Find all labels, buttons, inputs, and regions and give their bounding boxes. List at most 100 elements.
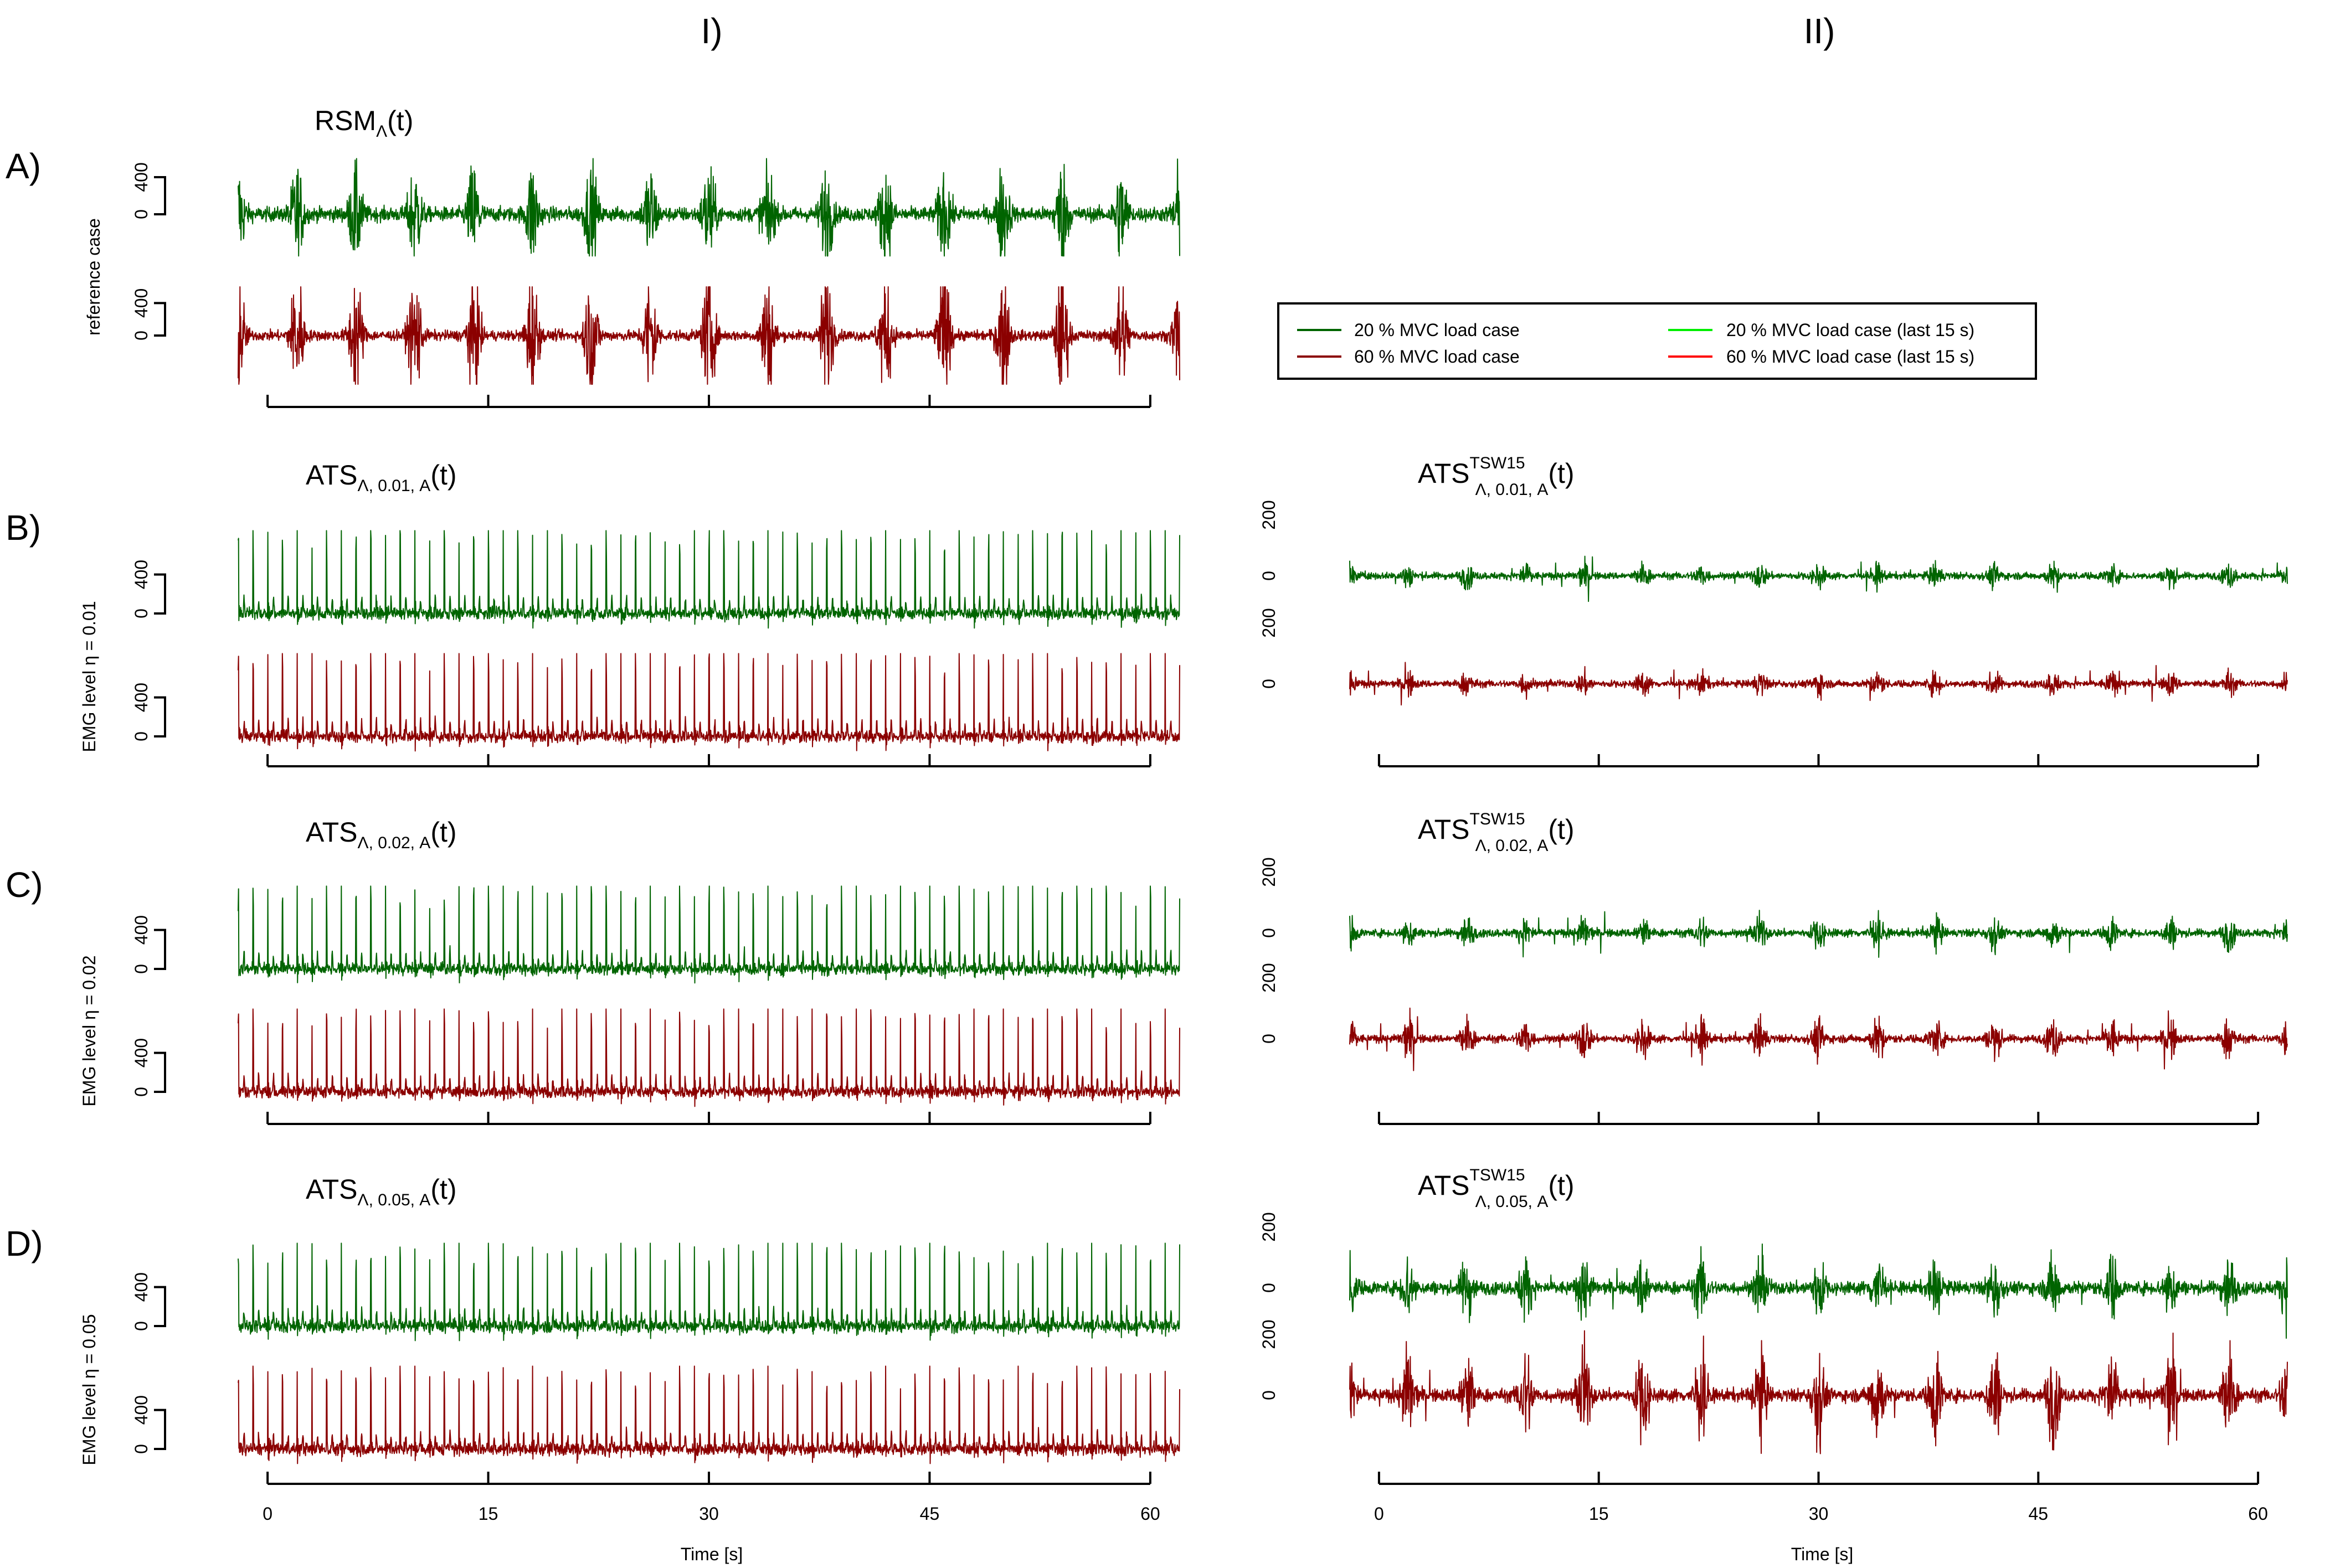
row-label-a: A) [6, 146, 41, 186]
y-tick-label: 400 [131, 1395, 151, 1425]
title-sup: TSW15 [1470, 1166, 1525, 1184]
panel-c-i: ATSΛ, 0.02, A(t) EMG level η = 0.02 0 400 0 4… [79, 817, 1180, 1125]
y-tick-label: 0 [1259, 571, 1279, 581]
panel-d-i: ATSΛ, 0.05, A(t) EMG level η = 0.05 0 15 30 4… [79, 1174, 1180, 1524]
series-line-60pct [1349, 662, 2288, 706]
series-line-20pct [238, 885, 1180, 984]
row-label-c: C) [6, 865, 43, 905]
y-axis-bracket [154, 1409, 166, 1450]
x-tick-label: 0 [1374, 1504, 1384, 1524]
title-main: ATS [306, 460, 358, 491]
x-tick-label: 30 [699, 1504, 719, 1524]
y-axis-label: EMG level η = 0.05 [79, 1314, 99, 1465]
title-sub: Λ, 0.01, A [358, 477, 431, 495]
x-tick-label: 45 [920, 1504, 940, 1524]
y-tick-label: 0 [131, 1087, 151, 1097]
title-tail: (t) [1548, 1170, 1574, 1201]
panel-a-i: RSMΛ(t) reference case 0 400 0 400 [84, 105, 1180, 408]
series-line-60pct [238, 286, 1180, 385]
series-line-20pct [1349, 1243, 2288, 1339]
panel-b-i: ATSΛ, 0.01, A(t) EMG level η = 0.01 0 400 0 4… [79, 460, 1180, 767]
y-axis-bracket [154, 1051, 166, 1093]
panel-b-ii: ATSTSW15 Λ, 0.01, A(t) 0 200 0 200 [1259, 454, 2288, 767]
y-tick-label: 0 [131, 1444, 151, 1454]
series-line-60pct [1349, 1007, 2288, 1071]
legend-label-2: 60 % MVC load case [1354, 347, 1520, 367]
y-tick-label: 400 [131, 683, 151, 712]
y-tick-label: 400 [131, 1038, 151, 1067]
series-line-60pct [238, 1008, 1180, 1107]
y-tick-label: 0 [131, 608, 151, 618]
y-tick-label: 0 [131, 331, 151, 341]
title-tail: (t) [430, 460, 456, 491]
y-tick-label: 200 [1259, 500, 1279, 529]
title-sub: Λ, 0.02, A [358, 834, 431, 852]
title-sub: Λ [376, 122, 387, 141]
y-tick-label: 200 [1259, 857, 1279, 886]
y-axis-bracket [154, 302, 166, 337]
series-line-60pct [238, 653, 1180, 752]
x-tick-label: 0 [263, 1504, 272, 1524]
panel-title: ATSTSW15 Λ, 0.05, A(t) [1418, 1166, 1575, 1211]
title-tail: (t) [1548, 814, 1574, 845]
y-tick-label: 400 [131, 560, 151, 589]
title-main: ATS [1418, 458, 1470, 489]
y-tick-label: 200 [1259, 1212, 1279, 1241]
column-header-2: II) [1804, 11, 1835, 51]
panel-title: ATSTSW15 Λ, 0.02, A(t) [1418, 810, 1575, 855]
legend-label-4: 60 % MVC load case (last 15 s) [1726, 347, 1974, 367]
panel-c-ii: ATSTSW15 Λ, 0.02, A(t) 0 200 0 200 [1259, 810, 2288, 1125]
legend: 20 % MVC load case 60 % MVC load case 20… [1277, 302, 2037, 380]
panel-title: RSMΛ(t) [315, 105, 413, 141]
series-line-20pct [238, 530, 1180, 629]
series-line-20pct [1349, 910, 2288, 958]
y-axis-bracket [154, 929, 166, 970]
x-axis-label-left: Time [s] [681, 1544, 743, 1564]
x-tick-label: 30 [1809, 1504, 1829, 1524]
y-axis-bracket [154, 176, 166, 215]
row-label-d: D) [6, 1224, 43, 1263]
panel-title: ATSΛ, 0.01, A(t) [306, 460, 457, 495]
column-header-1: I) [701, 11, 722, 51]
panel-title: ATSΛ, 0.02, A(t) [306, 817, 457, 852]
title-main: ATS [1418, 814, 1470, 845]
panel-title: ATSΛ, 0.05, A(t) [306, 1174, 457, 1209]
y-tick-label: 0 [131, 731, 151, 741]
title-sup: TSW15 [1470, 454, 1525, 472]
panel-d-ii: ATSTSW15 Λ, 0.05, A(t) 0 15 30 45 60 0 200 0 200 [1259, 1166, 2288, 1524]
title-tail: (t) [1548, 458, 1574, 489]
y-tick-label: 200 [1259, 608, 1279, 637]
y-tick-label: 400 [131, 288, 151, 318]
legend-label-1: 20 % MVC load case [1354, 320, 1520, 340]
title-sub: Λ, 0.02, A [1475, 837, 1549, 855]
title-tail: (t) [430, 817, 456, 848]
y-tick-label: 400 [131, 1272, 151, 1302]
row-label-b: B) [6, 508, 41, 548]
y-tick-label: 0 [1259, 679, 1279, 689]
y-tick-label: 200 [1259, 963, 1279, 992]
series-line-20pct [1349, 555, 2288, 602]
y-axis-label: EMG level η = 0.01 [79, 601, 99, 752]
legend-box [1277, 302, 2037, 380]
title-sub: Λ, 0.05, A [1475, 1193, 1549, 1211]
x-tick-label: 15 [479, 1504, 498, 1524]
title-main: ATS [306, 817, 358, 848]
y-tick-label: 0 [131, 964, 151, 974]
x-tick-label: 60 [1140, 1504, 1160, 1524]
x-axis-label-right: Time [s] [1791, 1544, 1854, 1564]
title-sub: Λ, 0.01, A [1475, 481, 1549, 499]
series-line-20pct [238, 158, 1180, 257]
y-tick-label: 400 [131, 915, 151, 945]
y-tick-label: 400 [131, 162, 151, 192]
y-axis-label: reference case [84, 218, 104, 336]
x-tick-label: 60 [2248, 1504, 2268, 1524]
series-line-60pct [238, 1365, 1180, 1464]
y-axis-label: EMG level η = 0.02 [79, 955, 99, 1106]
y-tick-label: 0 [131, 209, 151, 219]
y-axis-bracket [154, 573, 166, 615]
title-main: RSM [315, 105, 376, 136]
y-tick-label: 0 [131, 1321, 151, 1331]
y-axis-bracket [154, 696, 166, 737]
